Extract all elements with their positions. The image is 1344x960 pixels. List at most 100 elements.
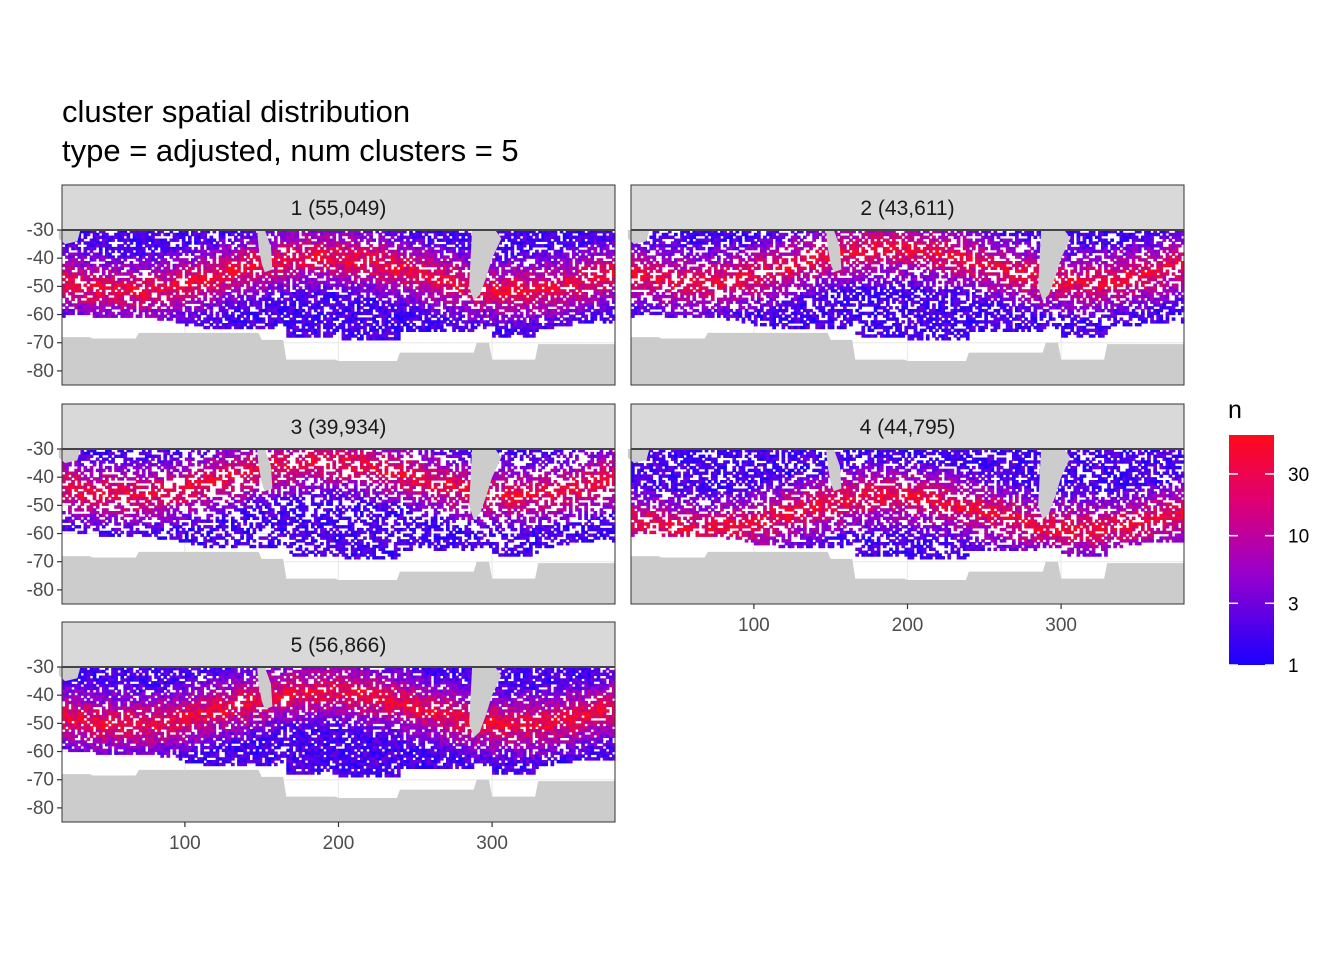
heatmap-cell [388, 267, 392, 270]
heatmap-cell [683, 267, 687, 270]
heatmap-cell [65, 298, 69, 301]
heatmap-cell [203, 236, 207, 239]
heatmap-cell [71, 312, 75, 315]
heatmap-cell [511, 253, 515, 256]
heatmap-cell [584, 315, 588, 318]
heatmap-cell [335, 317, 339, 320]
y-tick-label: -40 [27, 248, 54, 269]
heatmap-cell [600, 315, 604, 318]
heatmap-cell [696, 253, 700, 256]
heatmap-cell [566, 253, 570, 256]
heatmap-cell [256, 250, 260, 253]
heatmap-cell [637, 298, 641, 301]
heatmap-cell [246, 284, 250, 287]
heatmap-cell [504, 253, 508, 256]
heatmap-cell [649, 275, 653, 278]
heatmap-cell [363, 267, 367, 270]
heatmap-cell [388, 298, 392, 301]
heatmap-cell [286, 284, 290, 287]
heatmap-cell [659, 286, 663, 289]
heatmap-cell [216, 315, 220, 318]
heatmap-cell [176, 284, 180, 287]
heatmap-cell [547, 253, 551, 256]
heatmap-cell [544, 298, 548, 301]
heatmap-cell [360, 337, 364, 340]
heatmap-cell [680, 281, 684, 284]
heatmap-cell [634, 275, 638, 278]
heatmap-cell [643, 298, 647, 301]
heatmap-cell [160, 317, 164, 320]
heatmap-cell [163, 284, 167, 287]
y-tick-label: -30 [27, 220, 54, 241]
heatmap-cell [84, 255, 88, 258]
heatmap-cell [179, 275, 183, 278]
heatmap-cell [372, 239, 376, 242]
heatmap-cell [653, 236, 657, 239]
heatmap-cell [603, 267, 607, 270]
heatmap-cell [544, 284, 548, 287]
heatmap-cell [511, 332, 515, 335]
heatmap-cell [357, 270, 361, 273]
heatmap-cell [142, 301, 146, 304]
heatmap-cell [317, 334, 321, 337]
heatmap-cell [649, 270, 653, 273]
heatmap-cell [520, 315, 524, 318]
heatmap-cell [557, 236, 561, 239]
heatmap-cell [332, 236, 336, 239]
heatmap-cell [271, 298, 275, 301]
heatmap-cell [594, 267, 598, 270]
y-tick-label: -50 [27, 276, 54, 297]
heatmap-cell [388, 315, 392, 318]
chart-title: cluster spatial distribution [62, 94, 410, 129]
heatmap-cell [139, 315, 143, 318]
heatmap-cell [575, 267, 579, 270]
heatmap-cell [182, 315, 186, 318]
heatmap-cell [271, 292, 275, 295]
heatmap-cell [674, 233, 678, 236]
heatmap-cell [428, 236, 432, 239]
heatmap-cell [203, 298, 207, 301]
heatmap-cell [692, 298, 696, 301]
heatmap-cell [314, 298, 318, 301]
heatmap-cell [369, 236, 373, 239]
heatmap-cell [139, 272, 143, 275]
heatmap-cell [348, 298, 352, 301]
heatmap-cell [526, 253, 530, 256]
heatmap-cell [449, 270, 453, 273]
heatmap-cell [133, 309, 137, 312]
y-tick-label: -80 [27, 361, 54, 382]
heatmap-cell [594, 317, 598, 320]
chart-subtitle: type = adjusted, num clusters = 5 [62, 133, 519, 168]
heatmap-cell [418, 298, 422, 301]
heatmap-cell [210, 315, 214, 318]
heatmap-cell [461, 315, 465, 318]
heatmap-cell [167, 267, 171, 270]
heatmap-cell [317, 329, 321, 332]
heatmap-cell [240, 298, 244, 301]
heatmap-cell [127, 236, 131, 239]
heatmap-cell [640, 292, 644, 295]
heatmap-cell [222, 236, 226, 239]
heatmap-cell [130, 315, 134, 318]
heatmap-cell [606, 270, 610, 273]
heatmap-cell [689, 253, 693, 256]
facet-panels: 1 (55,049)-30-40-50-60-70-802 (43,611)3 … [27, 185, 1185, 854]
heatmap-cell [170, 317, 174, 320]
heatmap-cell [253, 298, 257, 301]
heatmap-cell [400, 329, 404, 332]
heatmap-cell [671, 286, 675, 289]
heatmap-cell [449, 286, 453, 289]
heatmap-cell [637, 267, 641, 270]
heatmap-cell [96, 270, 100, 273]
heatmap-cell [197, 298, 201, 301]
heatmap-cell [504, 315, 508, 318]
heatmap-cell [535, 236, 539, 239]
heatmap-cell [437, 303, 441, 306]
heatmap-cell [77, 284, 81, 287]
heatmap-cell [671, 270, 675, 273]
heatmap-cell [286, 250, 290, 253]
heatmap-cell [680, 253, 684, 256]
heatmap-cell [154, 301, 158, 304]
heatmap-cell [686, 298, 690, 301]
